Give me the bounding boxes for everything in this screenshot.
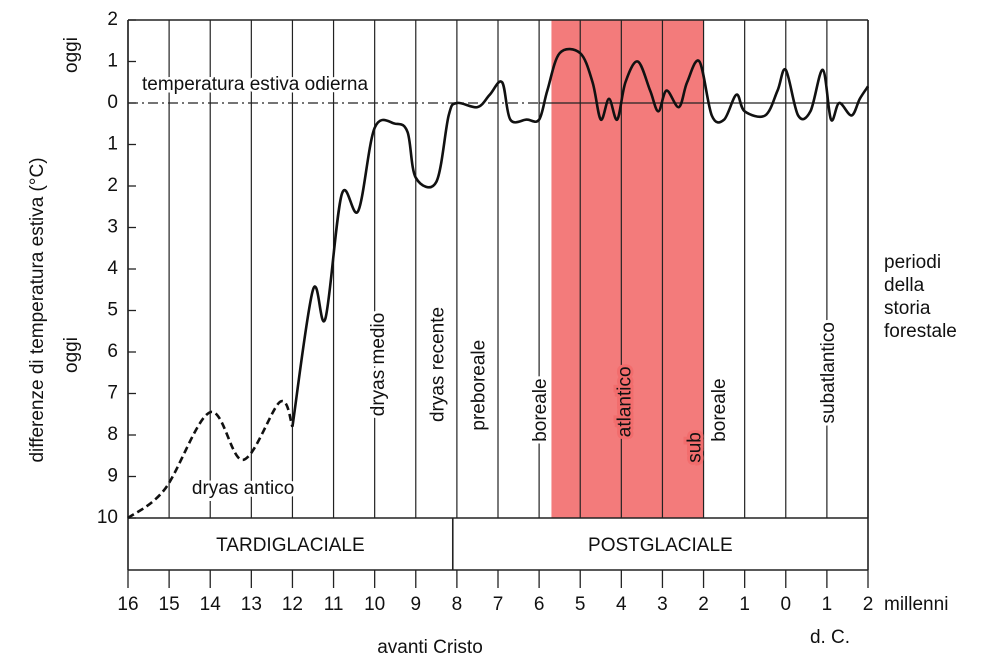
period-label: boreale: [709, 378, 730, 441]
x-tick-label: 12: [282, 594, 303, 615]
x-tick-label: 2: [698, 594, 709, 615]
period-label: boreale: [530, 378, 551, 441]
x-tick-label: 8: [452, 594, 463, 615]
x-tick-label: 14: [200, 594, 222, 615]
x-tick-label: 3: [657, 594, 668, 615]
y-tick-label: 0: [107, 92, 118, 113]
period-label: preboreale: [469, 340, 490, 431]
x-tick-label: 7: [493, 594, 504, 615]
x-tick-label: 9: [410, 594, 421, 615]
right-note: storia: [884, 298, 931, 319]
y-side-label: oggi: [61, 37, 82, 73]
right-note: della: [884, 275, 925, 296]
period-label: atlantico: [614, 366, 635, 437]
x-tick-label: 1: [739, 594, 750, 615]
y-tick-label: 1: [107, 51, 118, 72]
y-axis-label: differenze di temperatura estiva (°C): [27, 157, 48, 462]
period-label: dryas antico: [192, 478, 294, 499]
x-tick-label: 0: [780, 594, 791, 615]
y-tick-label: 2: [107, 175, 118, 196]
x-tick-label: 6: [534, 594, 545, 615]
y-tick-label: 4: [107, 258, 118, 279]
y-tick-label: 6: [107, 341, 118, 362]
x-tick-label: 15: [159, 594, 180, 615]
y-tick-label: 10: [97, 507, 118, 528]
period-label: subatlantico: [818, 322, 839, 423]
x-tick-label: 5: [575, 594, 586, 615]
y-tick-label: 2: [107, 9, 118, 30]
y-tick-label: 9: [107, 466, 118, 487]
x-tick-label: 13: [241, 594, 262, 615]
x-axis-label: millenni: [884, 594, 948, 615]
x-tick-label: 11: [324, 594, 344, 615]
y-tick-label: 7: [107, 383, 118, 404]
y-tick-label: 8: [107, 424, 118, 445]
era-label: POSTGLACIALE: [588, 535, 733, 556]
era-label: TARDIGLACIALE: [216, 535, 365, 556]
line-series: [291, 47, 870, 427]
y-side-label: oggi: [61, 337, 82, 373]
y-tick-label: 5: [107, 300, 118, 321]
x-tick-label: 1: [822, 594, 833, 615]
y-tick-label: 1: [107, 134, 118, 155]
period-label: sub: [684, 432, 705, 463]
x-tick-label: 4: [616, 594, 627, 615]
right-note: periodi: [884, 252, 941, 273]
line-series: [127, 399, 294, 520]
x-tick-label: 10: [364, 594, 385, 615]
right-note: forestale: [884, 321, 957, 342]
x-tick-label: 16: [117, 594, 138, 615]
period-label: dryas medio: [368, 313, 389, 417]
highlight-band: [551, 20, 704, 518]
reference-label: temperatura estiva odierna: [142, 74, 368, 95]
x-tick-label: 2: [863, 594, 874, 615]
period-label: dryas recente: [427, 307, 448, 422]
bc-label: avanti Cristo: [377, 637, 483, 658]
ad-label: d. C.: [810, 627, 850, 648]
y-tick-label: 3: [107, 217, 118, 238]
